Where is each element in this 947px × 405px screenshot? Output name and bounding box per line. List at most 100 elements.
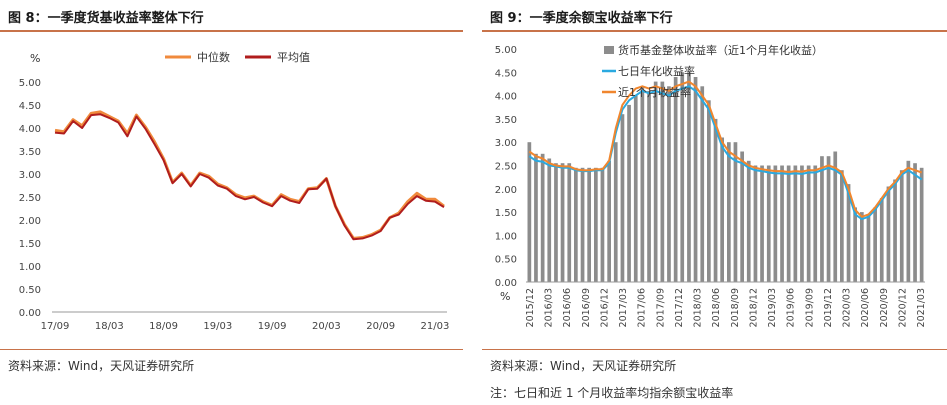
x-tick-label: 18/03 — [95, 321, 124, 332]
x-tick-label: 2015/12 — [525, 288, 536, 327]
bar — [620, 114, 625, 282]
figure-8-chart: % 0.00 0.50 1.00 1.50 2.00 2.50 3.00 3.50 4.00 4.5… — [19, 50, 450, 332]
bar — [713, 118, 718, 283]
bar — [673, 77, 678, 282]
figure-9-top-rule — [482, 30, 947, 32]
y-tick-label: 2.50 — [495, 162, 517, 173]
bar — [733, 142, 738, 282]
bar — [653, 81, 658, 282]
y-tick-label: 3.00 — [495, 138, 517, 149]
bar — [693, 77, 698, 282]
x-tick-label: 19/09 — [258, 321, 287, 332]
x-tick-label: 2017/06 — [637, 288, 648, 327]
x-tick-label: 2019/06 — [786, 288, 797, 327]
series-line-one-month — [528, 80, 923, 218]
y-tick-label: 0.00 — [495, 278, 517, 289]
bar — [826, 156, 831, 282]
bar — [813, 165, 818, 282]
bar — [773, 165, 778, 282]
x-tick-label: 2016/03 — [544, 288, 555, 327]
x-tick-label: 2021/03 — [916, 288, 927, 327]
legend-label: 平均值 — [277, 51, 310, 64]
bar — [740, 151, 744, 282]
x-tick-label: 2019/09 — [804, 288, 815, 327]
y-tick-label: 0.00 — [19, 308, 41, 319]
bar — [919, 167, 924, 282]
figure-8-title: 图 8：一季度货基收益率整体下行 — [8, 11, 204, 26]
bar — [600, 167, 605, 282]
figure-9-title: 图 9：一季度余额宝收益率下行 — [490, 11, 673, 26]
y-tick-label: 2.00 — [19, 216, 41, 227]
y-tick-label: 0.50 — [495, 255, 517, 266]
bar — [886, 186, 891, 282]
bar — [594, 167, 598, 282]
x-tick-label: 2020/03 — [842, 288, 853, 327]
x-tick-label: 18/09 — [149, 321, 178, 332]
bar — [567, 163, 572, 282]
bar — [873, 207, 877, 282]
x-tick-label: 2017/12 — [674, 288, 685, 327]
y-tick-label: 4.00 — [495, 92, 517, 103]
bar — [753, 165, 758, 282]
x-tick-label: 2019/12 — [823, 288, 834, 327]
bar — [780, 165, 784, 282]
y-tick-label: 1.50 — [495, 208, 517, 219]
bar — [793, 165, 798, 282]
bar — [840, 170, 844, 282]
bar — [860, 212, 864, 282]
figure-9-bottom-rule — [482, 349, 947, 350]
x-tick-label: 2019/03 — [767, 288, 778, 327]
x-tick-label: 2018/09 — [730, 288, 741, 327]
x-tick-label: 2016/06 — [562, 288, 573, 327]
bar — [527, 142, 532, 282]
bar — [853, 207, 857, 282]
y-tick-label: 3.50 — [19, 147, 41, 158]
x-tick-label: 2020/06 — [860, 288, 871, 327]
figure-9-source: 资料来源：Wind，天风证券研究所 — [490, 359, 677, 373]
x-tick-label: 2017/03 — [618, 288, 629, 327]
bar — [560, 163, 565, 282]
x-tick-label: 2018/06 — [711, 288, 722, 327]
y-tick-label: 5.00 — [19, 78, 41, 89]
bar — [800, 165, 804, 282]
y-tick-label: 1.50 — [19, 239, 41, 250]
bar — [846, 184, 851, 282]
legend-label: 货币基金整体收益率（近1个月年化收益） — [618, 43, 823, 57]
y-tick-label: 2.50 — [19, 193, 41, 204]
bar — [647, 90, 651, 283]
bar — [720, 137, 724, 282]
bar — [687, 72, 691, 282]
bar — [607, 160, 611, 282]
bar — [574, 167, 578, 282]
figure-8-bottom-rule — [0, 349, 463, 350]
y-tick-label: 4.50 — [19, 101, 41, 112]
y-tick-label: 5.00 — [495, 45, 517, 56]
bar — [534, 153, 538, 282]
bar — [707, 100, 711, 282]
x-tick-label: 2017/09 — [655, 288, 666, 327]
bar — [627, 104, 631, 283]
x-tick-label: 2018/12 — [748, 288, 759, 327]
bar — [746, 160, 751, 282]
bar — [833, 151, 838, 282]
series-line-median — [54, 110, 445, 240]
figure-8-source: 资料来源：Wind，天风证券研究所 — [8, 359, 195, 373]
bar — [580, 167, 585, 282]
figure-8-top-rule — [0, 30, 463, 32]
y-unit-label: % — [500, 290, 510, 303]
x-tick-label: 21/03 — [421, 321, 450, 332]
bar — [820, 156, 824, 282]
bar — [554, 163, 558, 282]
figure-9-panel: 图 9：一季度余额宝收益率下行 0.00 0.50 1.00 1.50 2.00 2.50… — [482, 0, 947, 405]
series-line-mean — [54, 113, 445, 241]
legend-label: 近1个月收益率 — [618, 85, 691, 99]
bar — [906, 160, 911, 282]
y-tick-label: 1.00 — [19, 262, 41, 273]
bar — [913, 163, 917, 282]
bar — [879, 198, 884, 282]
bar — [633, 95, 638, 282]
y-tick-label: 2.00 — [495, 185, 517, 196]
figure-8-panel: 图 8：一季度货基收益率整体下行 % 0.00 0.50 1.00 1.50 2.00 2.… — [0, 0, 463, 405]
y-tick-label: 0.50 — [19, 285, 41, 296]
bar — [667, 86, 671, 282]
